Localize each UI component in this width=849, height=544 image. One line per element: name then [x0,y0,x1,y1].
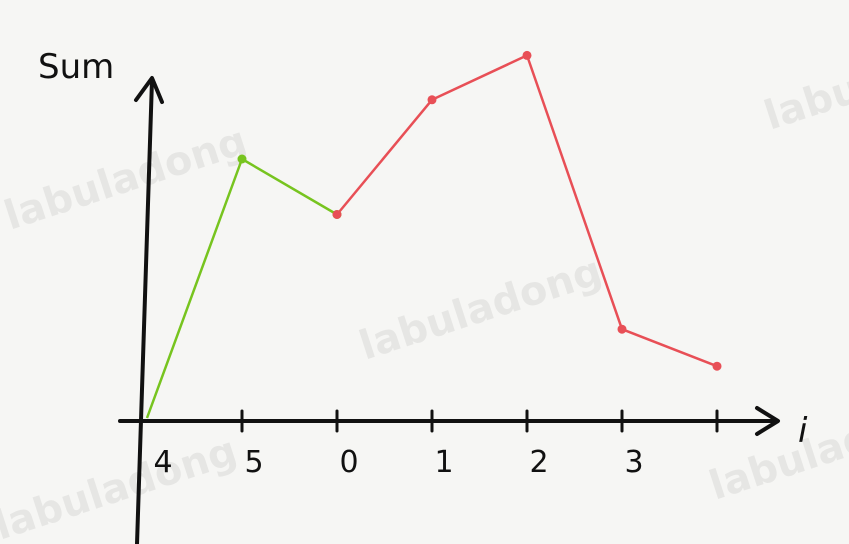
x-tick-label: 5 [244,445,263,480]
data-point [522,50,532,60]
x-tick-label: 0 [339,445,358,480]
x-tick-label: 2 [529,445,548,480]
y-axis-label: Sum [38,47,114,87]
data-point [617,324,627,334]
watermark: labuladong [0,118,253,240]
series-points [237,50,722,371]
x-axis-arrowhead [755,406,780,436]
x-ticks: 4 5 0 1 2 3 [153,409,719,480]
series-line-rising [145,157,338,419]
x-tick-label: 1 [434,445,453,480]
watermark: labuladong [0,428,243,544]
x-axis-label: i [798,411,808,451]
series-lines [145,54,718,419]
y-axis [135,78,154,544]
watermark: labuladong [704,388,849,510]
watermark: labuladong [759,18,849,140]
data-point [427,95,437,105]
data-point [712,361,722,371]
data-point [332,210,342,219]
x-tick-label: 4 [153,445,172,480]
watermark: labuladong [354,248,608,370]
x-tick-label: 3 [624,445,643,480]
y-axis-arrowhead [134,76,164,104]
data-point [237,154,247,164]
